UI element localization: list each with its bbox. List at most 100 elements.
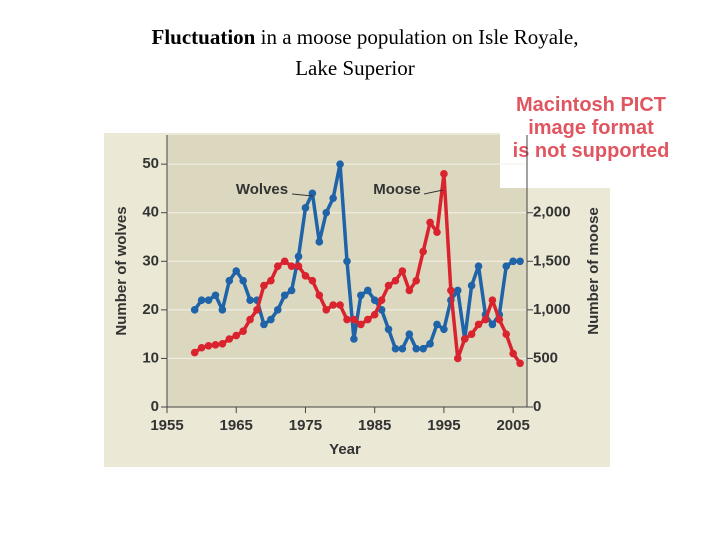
data-point <box>232 267 241 275</box>
data-point <box>398 344 407 353</box>
y-axis-label: Number of wolves <box>113 206 130 335</box>
data-point <box>336 301 344 309</box>
data-point <box>495 315 504 324</box>
data-point <box>370 296 379 304</box>
x-axis-label: Year <box>329 441 361 458</box>
data-point <box>294 262 303 270</box>
data-point <box>440 170 448 178</box>
data-point <box>363 286 372 295</box>
data-point <box>384 281 393 290</box>
data-point <box>287 262 296 270</box>
data-point <box>467 330 476 338</box>
x-tick-label: 1995 <box>427 417 460 434</box>
title-rest: in a moose population on Isle Royale, <box>261 25 579 49</box>
data-point <box>350 315 358 324</box>
y2-tick-label: 1,000 <box>533 301 571 318</box>
data-point <box>412 344 421 353</box>
data-point <box>467 281 476 290</box>
data-point <box>267 315 275 324</box>
label-pointer <box>291 193 314 197</box>
data-point <box>343 257 351 266</box>
y-tick-label: 40 <box>142 204 159 221</box>
x-tick-label: 1955 <box>150 417 183 434</box>
data-point <box>474 320 483 329</box>
data-point <box>336 160 344 168</box>
data-point <box>474 262 483 270</box>
data-point <box>440 325 448 334</box>
data-point <box>398 267 407 275</box>
data-point <box>370 310 379 319</box>
data-point <box>308 276 317 285</box>
data-point <box>239 327 247 336</box>
notice-line: Macintosh PICT <box>516 94 666 116</box>
data-point <box>197 343 206 352</box>
data-point <box>211 341 220 349</box>
y-tick-label: 10 <box>142 349 159 366</box>
data-point <box>204 296 213 304</box>
data-point <box>509 349 517 358</box>
notice-line: image format <box>528 117 654 139</box>
data-point <box>426 340 434 348</box>
data-point <box>357 291 365 300</box>
data-point <box>225 276 234 285</box>
slide-title-line2: Lake Superior <box>295 56 415 80</box>
data-point <box>315 291 324 300</box>
data-point <box>405 330 414 338</box>
data-point <box>460 335 469 343</box>
data-point <box>391 344 400 353</box>
data-point <box>218 340 227 348</box>
notice-box <box>500 92 682 188</box>
data-point <box>419 344 427 353</box>
data-point <box>447 286 455 295</box>
data-point <box>315 238 324 246</box>
series-label: Wolves <box>236 181 288 198</box>
data-point <box>377 296 386 304</box>
data-point <box>260 320 268 329</box>
data-point <box>273 262 282 270</box>
data-point <box>453 286 462 295</box>
title-bold: Fluctuation <box>152 25 256 49</box>
data-point <box>502 262 511 270</box>
data-point <box>343 315 351 324</box>
data-point <box>405 286 414 295</box>
data-point <box>301 272 310 280</box>
y-tick-label: 0 <box>151 398 159 415</box>
data-point <box>197 296 206 304</box>
data-point <box>322 306 331 314</box>
data-point <box>322 208 331 217</box>
data-point <box>280 257 289 266</box>
data-point <box>308 189 317 198</box>
data-point <box>218 306 227 314</box>
data-point <box>190 348 199 357</box>
data-point <box>211 291 220 300</box>
slide-title: Fluctuation in a moose population on Isl… <box>152 25 579 49</box>
data-point <box>509 257 517 266</box>
data-point <box>412 276 421 285</box>
data-point <box>273 306 282 314</box>
data-point <box>433 228 441 236</box>
data-point <box>363 315 372 324</box>
data-point <box>453 354 462 363</box>
data-point <box>301 204 310 212</box>
y2-tick-label: 500 <box>533 349 558 366</box>
y2-tick-label: 0 <box>533 398 541 415</box>
label-pointer <box>423 189 444 195</box>
data-point <box>294 252 303 261</box>
data-point <box>267 276 275 285</box>
data-point <box>225 335 234 343</box>
x-tick-label: 2005 <box>496 417 529 434</box>
data-point <box>516 257 524 266</box>
data-point <box>232 331 241 340</box>
data-point <box>384 325 393 334</box>
data-point <box>426 218 434 227</box>
data-point <box>391 276 400 285</box>
x-tick-label: 1965 <box>220 417 253 434</box>
data-point <box>481 315 490 324</box>
data-point <box>357 320 365 329</box>
data-point <box>329 301 337 309</box>
data-point <box>329 194 337 202</box>
data-point <box>246 315 254 324</box>
data-point <box>190 306 199 314</box>
x-tick-label: 1975 <box>289 417 322 434</box>
